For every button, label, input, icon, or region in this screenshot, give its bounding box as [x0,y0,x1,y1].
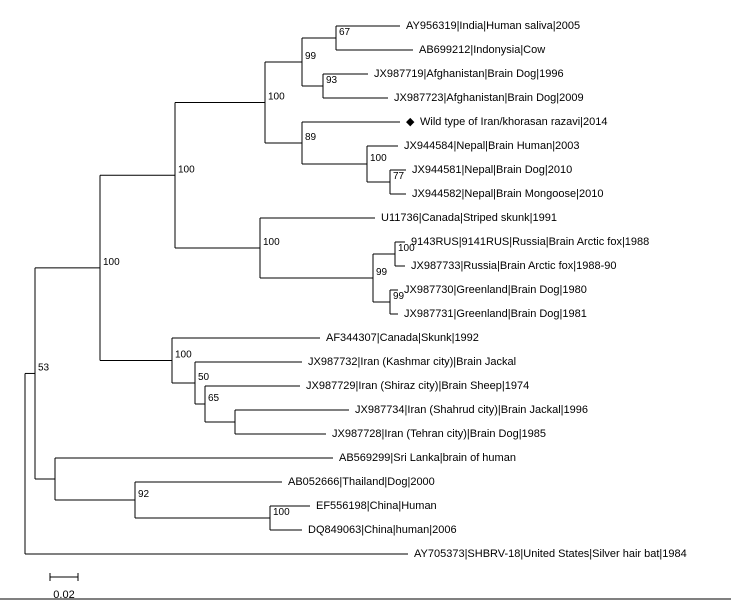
svg-text:65: 65 [208,393,220,404]
tip-label: JX987729|Iran (Shiraz city)|Brain Sheep|… [306,380,529,392]
svg-text:100: 100 [175,350,192,361]
svg-text:100: 100 [370,153,387,164]
svg-text:100: 100 [273,507,290,518]
tip-label: JX987728|Iran (Tehran city)|Brain Dog|19… [332,428,546,440]
tip-label: JX944582|Nepal|Brain Mongoose|2010 [412,188,603,200]
tip-label: JX944581|Nepal|Brain Dog|2010 [412,164,572,176]
highlight-marker: ◆ [406,116,415,128]
svg-text:100: 100 [268,92,285,103]
phylogenetic-tree: 6793997710089100100999910010065501001001… [0,0,731,603]
tip-label: JX987730|Greenland|Brain Dog|1980 [404,284,587,296]
tip-label: AY705373|SHBRV-18|United States|Silver h… [414,548,687,560]
tip-label: JX987723|Afghanistan|Brain Dog|2009 [394,92,584,104]
tip-label: AF344307|Canada|Skunk|1992 [326,332,479,344]
tip-label: DQ849063|China|human|2006 [308,524,457,536]
tip-label: JX987732|Iran (Kashmar city)|Brain Jacka… [308,356,516,368]
svg-text:92: 92 [138,489,150,500]
tip-label: AB699212|Indonysia|Cow [419,44,545,56]
tip-label: AB569299|Sri Lanka|brain of human [339,452,516,464]
svg-text:77: 77 [393,171,405,182]
svg-text:100: 100 [103,257,120,268]
tip-label: AB052666|Thailand|Dog|2000 [288,476,435,488]
tip-label: EF556198|China|Human [316,500,437,512]
tip-label: AY956319|India|Human saliva|2005 [406,20,580,32]
svg-text:100: 100 [263,237,280,248]
tip-label: 9143RUS|9141RUS|Russia|Brain Arctic fox|… [411,236,649,248]
tip-label: JX987719|Afghanistan|Brain Dog|1996 [374,68,564,80]
svg-text:50: 50 [198,372,210,383]
svg-text:67: 67 [339,27,351,38]
tip-label: U11736|Canada|Striped skunk|1991 [381,212,557,224]
tip-label: JX987733|Russia|Brain Arctic fox|1988-90 [411,260,616,272]
svg-text:53: 53 [38,362,50,373]
tip-label: JX987734|Iran (Shahrud city)|Brain Jacka… [355,404,588,416]
svg-text:99: 99 [393,291,405,302]
tip-label: Wild type of Iran/khorasan razavi|2014 [420,116,608,128]
svg-text:99: 99 [376,267,388,278]
svg-text:100: 100 [178,164,195,175]
tip-label: JX987731|Greenland|Brain Dog|1981 [404,308,587,320]
svg-text:99: 99 [305,51,317,62]
tip-label: JX944584|Nepal|Brain Human|2003 [404,140,580,152]
svg-text:89: 89 [305,132,317,143]
svg-text:93: 93 [326,75,338,86]
